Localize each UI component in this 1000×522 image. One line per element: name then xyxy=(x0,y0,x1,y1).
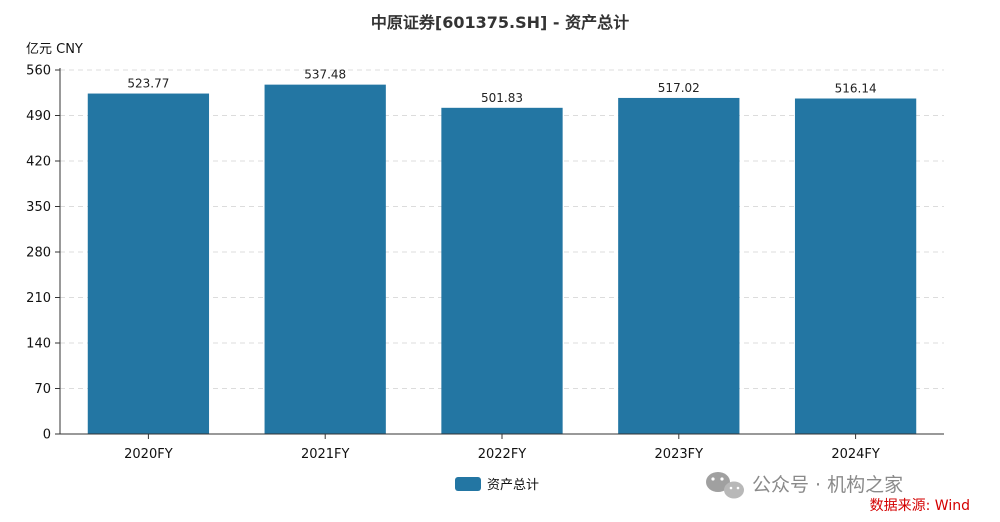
bar-2022FY[interactable] xyxy=(441,107,563,435)
x-tick-label: 2022FY xyxy=(478,447,527,462)
bar-2023FY[interactable] xyxy=(618,97,740,434)
bars xyxy=(87,84,917,435)
source-note: 数据来源: Wind xyxy=(870,498,970,514)
y-tick-label: 0 xyxy=(43,428,51,443)
y-tick-label: 490 xyxy=(26,109,51,124)
y-tick-label: 70 xyxy=(34,382,51,397)
y-axis-unit-label: 亿元 CNY xyxy=(26,42,83,57)
y-tick-label: 210 xyxy=(26,291,51,306)
y-tick-label: 280 xyxy=(26,246,51,261)
x-tick-label: 2023FY xyxy=(655,447,704,462)
x-tick-label: 2021FY xyxy=(301,447,350,462)
x-axis-ticks: 2020FY 2021FY 2022FY 2023FY 2024FY xyxy=(124,434,880,462)
bar-2020FY[interactable] xyxy=(87,93,210,434)
chart-title: 中原证券[601375.SH] - 资产总计 xyxy=(371,13,629,32)
x-tick-label: 2024FY xyxy=(831,447,880,462)
y-axis-ticks: 0 70 140 210 280 350 420 490 560 xyxy=(26,64,60,443)
data-label: 523.77 xyxy=(127,77,169,91)
wechat-icon xyxy=(706,472,744,499)
legend-swatch xyxy=(455,477,481,491)
x-tick-label: 2020FY xyxy=(124,447,173,462)
data-labels: 523.77 537.48 501.83 517.02 516.14 xyxy=(127,68,876,105)
data-label: 517.02 xyxy=(658,81,700,95)
y-tick-label: 560 xyxy=(26,64,51,79)
y-tick-label: 350 xyxy=(26,200,51,215)
legend-label: 资产总计 xyxy=(487,478,539,493)
watermark: 公众号 · 机构之家 xyxy=(706,472,903,499)
data-label: 516.14 xyxy=(835,82,877,96)
data-label: 501.83 xyxy=(481,91,523,105)
legend[interactable]: 资产总计 xyxy=(455,477,539,493)
data-label: 537.48 xyxy=(304,68,346,82)
watermark-text: 公众号 · 机构之家 xyxy=(752,474,903,496)
bar-2024FY[interactable] xyxy=(794,98,917,434)
bar-2021FY[interactable] xyxy=(264,84,386,434)
y-tick-label: 420 xyxy=(26,155,51,170)
y-tick-label: 140 xyxy=(26,337,51,352)
